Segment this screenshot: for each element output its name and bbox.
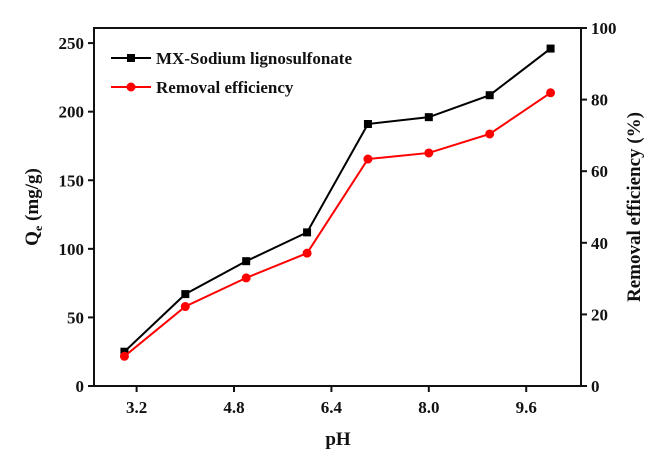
data-point xyxy=(363,120,372,129)
data-point xyxy=(302,248,312,258)
data-point xyxy=(485,129,495,139)
y2-tick-label: 0 xyxy=(591,377,600,396)
y2-axis-label: Removal efficiency (%) xyxy=(624,112,645,302)
y2-tick-label: 60 xyxy=(591,162,608,181)
legend-label: Removal efficiency xyxy=(156,78,294,97)
data-point xyxy=(180,302,190,312)
data-point xyxy=(120,347,129,356)
data-point xyxy=(363,154,373,164)
plot-frame xyxy=(93,27,582,387)
y2-tick-label: 40 xyxy=(591,234,608,253)
y-tick-label: 200 xyxy=(59,103,85,122)
y-tick-label: 250 xyxy=(59,34,85,53)
data-point xyxy=(241,273,251,283)
y-tick-label: 50 xyxy=(67,308,84,327)
x-axis-label: pH xyxy=(325,429,351,450)
data-point xyxy=(424,148,434,158)
legend-marker xyxy=(127,54,135,62)
data-point xyxy=(242,257,251,266)
y-tick-label: 0 xyxy=(76,377,85,396)
data-point xyxy=(424,113,433,122)
x-tick-label: 4.8 xyxy=(223,398,244,417)
data-point xyxy=(485,91,494,100)
y-axis-label: Qe (mg/g) xyxy=(22,168,45,246)
data-point xyxy=(119,351,129,361)
x-tick-label: 9.6 xyxy=(516,398,537,417)
y2-tick-label: 100 xyxy=(591,19,617,38)
x-tick-label: 8.0 xyxy=(418,398,439,417)
series-line-0 xyxy=(123,47,552,353)
data-point xyxy=(546,44,555,53)
x-tick-label: 3.2 xyxy=(126,398,147,417)
data-point xyxy=(303,228,312,237)
y-tick-label: 100 xyxy=(59,240,85,259)
x-tick-label: 6.4 xyxy=(321,398,343,417)
y2-tick-label: 80 xyxy=(591,91,608,110)
y2-tick-label: 20 xyxy=(591,305,608,324)
series-line-1 xyxy=(123,91,552,358)
legend-label: MX-Sodium lignosulfonate xyxy=(156,49,352,68)
data-point xyxy=(181,290,190,299)
legend-marker xyxy=(126,82,136,92)
data-point xyxy=(546,88,556,98)
y-tick-label: 150 xyxy=(59,171,85,190)
